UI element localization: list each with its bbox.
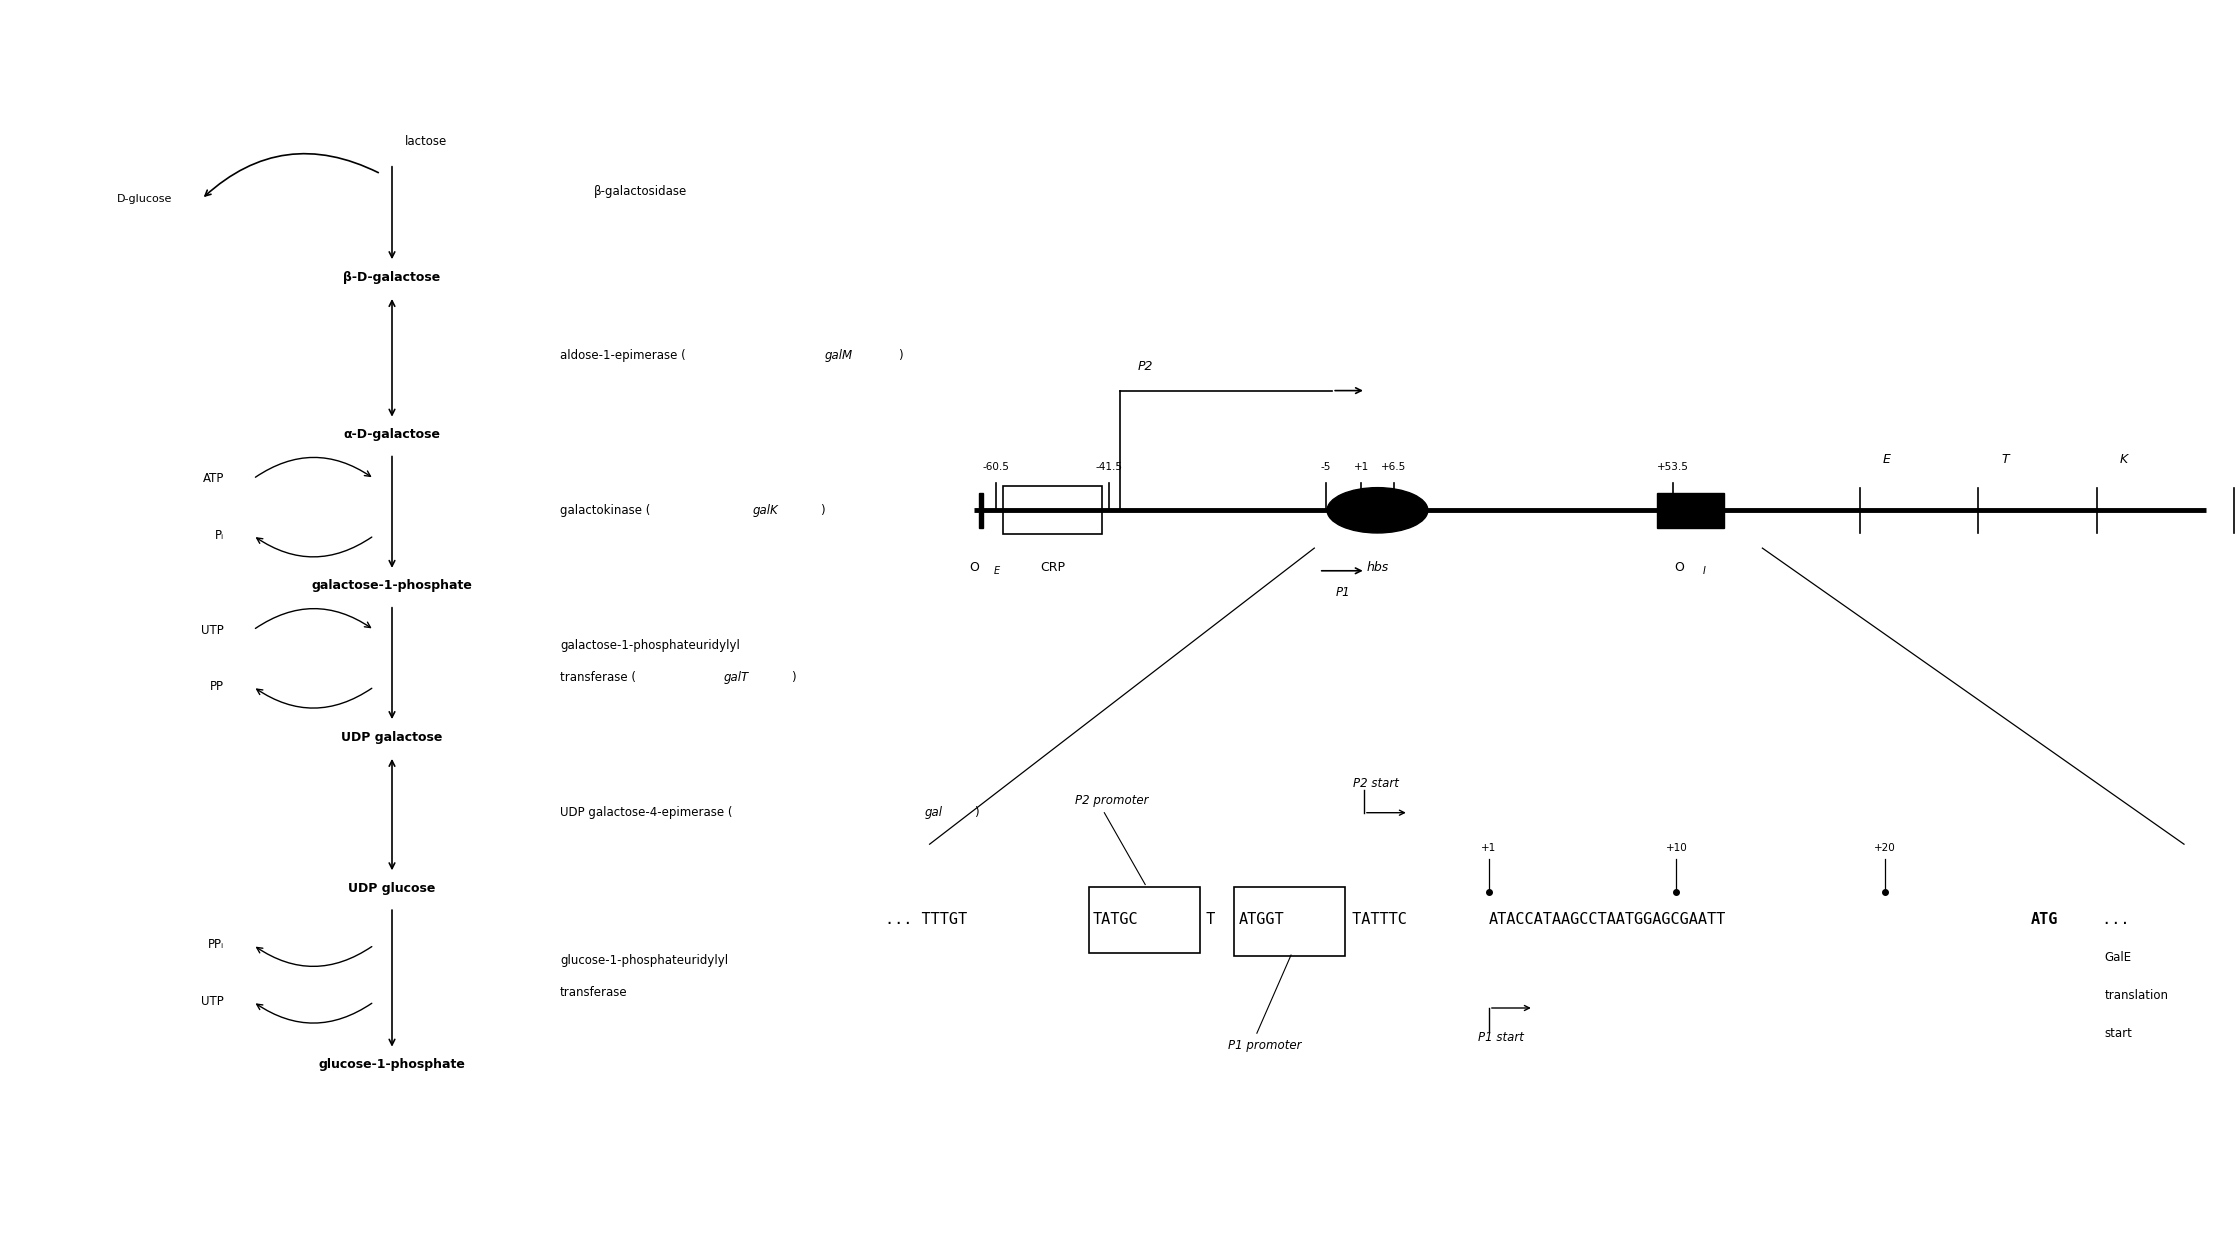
Text: T: T	[1196, 912, 1216, 927]
Text: +20: +20	[1875, 843, 1895, 853]
Text: P2 start: P2 start	[1353, 777, 1398, 790]
Text: -41.5: -41.5	[1095, 462, 1122, 472]
Text: +53.5: +53.5	[1658, 462, 1689, 472]
Text: translation: translation	[2103, 989, 2168, 1002]
Text: ): )	[820, 504, 824, 517]
Text: α-D-galactose: α-D-galactose	[343, 428, 441, 441]
Text: +1: +1	[1481, 843, 1496, 853]
Text: E: E	[992, 566, 999, 576]
Text: +1: +1	[1353, 462, 1369, 472]
Text: ATP: ATP	[202, 472, 224, 485]
Text: glucose-1-phosphate: glucose-1-phosphate	[318, 1058, 466, 1071]
Text: +6.5: +6.5	[1382, 462, 1407, 472]
Text: +10: +10	[1667, 843, 1687, 853]
Text: β-galactosidase: β-galactosidase	[594, 185, 688, 198]
Text: ): )	[898, 349, 903, 363]
Text: P2: P2	[1138, 360, 1154, 373]
Text: ): )	[791, 672, 795, 684]
Text: O: O	[970, 561, 979, 573]
Text: K: K	[2119, 454, 2128, 466]
Bar	[1089, 887, 1198, 953]
Text: galactose-1-phosphate: galactose-1-phosphate	[311, 580, 473, 592]
Text: I: I	[1702, 566, 1705, 576]
Text: TATTTC: TATTTC	[1344, 912, 1407, 927]
Text: galactose-1-phosphateuridylyl: galactose-1-phosphateuridylyl	[560, 639, 739, 651]
Text: PPᵢ: PPᵢ	[208, 939, 224, 951]
Text: UDP galactose-4-epimerase (: UDP galactose-4-epimerase (	[560, 806, 732, 819]
Text: galK: galK	[753, 504, 777, 517]
Bar	[1658, 493, 1725, 528]
Text: ... TTTGT: ... TTTGT	[885, 912, 977, 927]
Text: GalE: GalE	[2103, 951, 2132, 964]
Bar	[1234, 887, 1346, 956]
Text: -60.5: -60.5	[983, 462, 1010, 472]
Text: P1: P1	[1335, 586, 1351, 598]
Text: D-glucose: D-glucose	[116, 194, 172, 204]
Text: gal: gal	[925, 806, 943, 819]
Text: Pᵢ: Pᵢ	[215, 529, 224, 542]
Text: TATGC: TATGC	[1093, 912, 1138, 927]
Text: O: O	[1676, 561, 1684, 573]
Text: UTP: UTP	[202, 995, 224, 1008]
Bar	[1004, 486, 1102, 534]
Text: galactokinase (: galactokinase (	[560, 504, 650, 517]
Text: ...: ...	[2092, 912, 2130, 927]
Text: CRP: CRP	[1039, 561, 1064, 573]
Text: galM: galM	[824, 349, 853, 363]
Text: P1 promoter: P1 promoter	[1228, 1040, 1301, 1052]
Text: UTP: UTP	[202, 624, 224, 636]
Text: P2 promoter: P2 promoter	[1075, 794, 1149, 806]
Text: start: start	[2103, 1027, 2132, 1039]
Text: transferase (: transferase (	[560, 672, 636, 684]
Text: P1 start: P1 start	[1478, 1031, 1523, 1043]
Bar	[979, 493, 983, 528]
Text: aldose-1-epimerase (: aldose-1-epimerase (	[560, 349, 685, 363]
Text: ATG: ATG	[2029, 912, 2059, 927]
Text: T: T	[2003, 454, 2009, 466]
Text: UDP glucose: UDP glucose	[347, 882, 437, 895]
Text: ATACCATAAGCCTAATGGAGCGAATT: ATACCATAAGCCTAATGGAGCGAATT	[1490, 912, 1727, 927]
Text: galT: galT	[724, 672, 748, 684]
Text: E: E	[1882, 454, 1891, 466]
Ellipse shape	[1326, 488, 1427, 533]
Text: ATGGT: ATGGT	[1239, 912, 1284, 927]
Text: hbs: hbs	[1366, 561, 1389, 573]
Text: -5: -5	[1319, 462, 1331, 472]
Text: lactose: lactose	[405, 135, 446, 147]
Text: PP: PP	[211, 680, 224, 693]
Text: transferase: transferase	[560, 987, 627, 999]
Text: glucose-1-phosphateuridylyl: glucose-1-phosphateuridylyl	[560, 954, 728, 966]
Text: ): )	[974, 806, 979, 819]
Text: β-D-galactose: β-D-galactose	[343, 271, 441, 284]
Text: UDP galactose: UDP galactose	[340, 731, 444, 743]
